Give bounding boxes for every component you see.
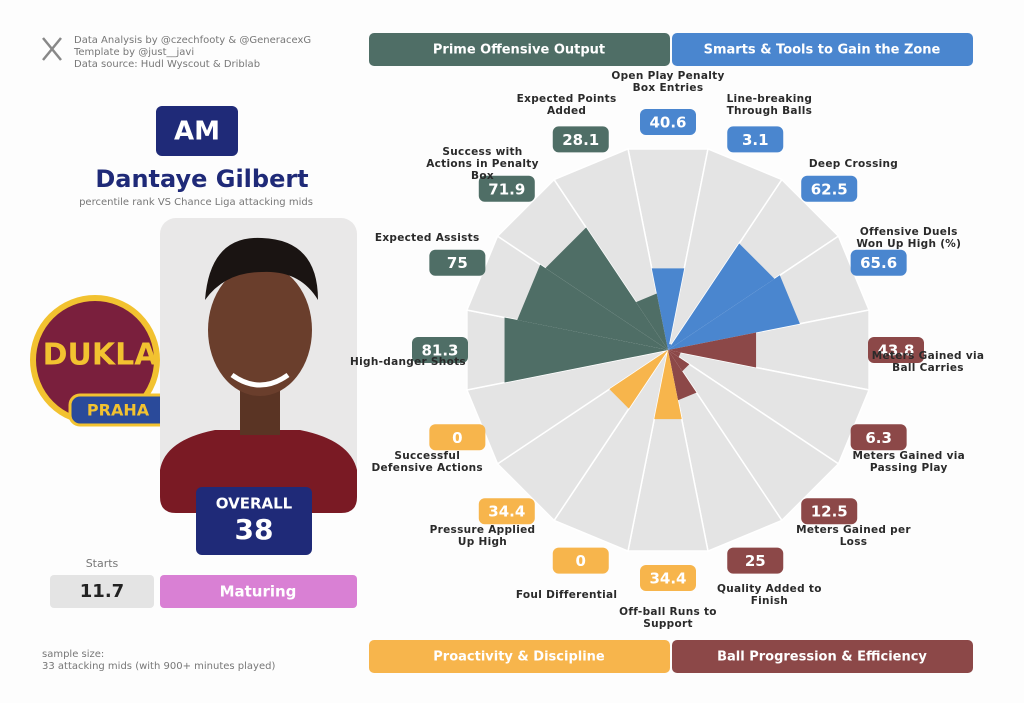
value-box	[552, 126, 609, 153]
group-header	[672, 33, 973, 66]
value-box	[727, 547, 784, 574]
category-label: Meters Gained via Ball Carries	[871, 350, 985, 374]
value-box	[850, 249, 907, 276]
starts-box	[50, 575, 154, 608]
bar	[654, 350, 682, 420]
category-label: Meters Gained per Loss	[796, 523, 911, 548]
category-label: Successful Defensive Actions	[371, 449, 483, 474]
status: Maturing	[220, 583, 297, 601]
overall-value: 38	[235, 513, 274, 546]
overall-box	[196, 487, 312, 555]
bar	[635, 293, 668, 350]
club-logo: DUKLA PRAHA	[30, 295, 172, 427]
category-label: Line-breaking Through Balls	[726, 93, 813, 118]
credit: Template by @just__javi	[73, 47, 194, 58]
group-header-label: Ball Progression & Efficiency	[717, 650, 927, 665]
player-photo	[160, 218, 357, 513]
value-label: 3.1	[742, 131, 769, 149]
value-label: 43.8	[877, 342, 914, 360]
overall-label: OVERALL	[216, 495, 293, 513]
credit: Data source: Hudl Wyscout & Driblab	[74, 59, 260, 70]
starts-label: Starts	[86, 557, 119, 570]
value-box	[850, 424, 907, 451]
value-label: 28.1	[562, 131, 599, 149]
value-label: 65.6	[860, 254, 897, 272]
credit: Data Analysis by @czechfooty & @Generace…	[74, 35, 311, 46]
value-label: 12.5	[811, 503, 848, 521]
category-label: Quality Added to Finish	[717, 582, 822, 607]
category-label: Expected Points Added	[516, 93, 617, 118]
category-label: Offensive Duels Won Up High (%)	[856, 226, 962, 251]
bar	[668, 275, 800, 350]
bar	[668, 243, 775, 350]
value-box	[640, 565, 696, 591]
starts-value: 11.7	[80, 581, 124, 602]
category-label: Deep Crossing	[808, 158, 899, 171]
bar	[517, 264, 668, 350]
bar	[668, 350, 690, 372]
category-label: Off-ball Runs to Support	[619, 606, 717, 630]
group-header-label: Proactivity & Discipline	[433, 650, 605, 665]
bar	[609, 350, 668, 409]
bar	[651, 268, 685, 350]
group-header	[369, 33, 670, 66]
sample-text: 33 attacking mids (with 900+ minutes pla…	[42, 661, 275, 672]
group-header	[672, 640, 973, 673]
category-label: High-danger Shots	[350, 356, 466, 368]
bar	[668, 350, 681, 358]
position: AM	[174, 117, 220, 147]
value-label: 6.3	[865, 429, 892, 447]
logo-city: PRAHA	[87, 401, 150, 420]
logo-name: DUKLA	[43, 338, 159, 373]
value-label: 62.5	[811, 180, 848, 198]
value-box	[429, 249, 486, 276]
position-badge	[156, 106, 238, 156]
category-label: Meters Gained via Passing Play	[852, 449, 966, 474]
value-label: 25	[745, 552, 766, 570]
value-label: 71.9	[488, 180, 525, 198]
sample-label: sample size:	[42, 649, 104, 660]
value-box	[727, 126, 784, 153]
group-header-label: Smarts & Tools to Gain the Zone	[704, 43, 941, 58]
value-label: 75	[447, 254, 468, 272]
category-label: Foul Differential	[515, 588, 618, 601]
x-icon	[42, 37, 62, 61]
value-label: 0	[452, 429, 462, 447]
value-label: 81.3	[421, 342, 458, 360]
status-box	[160, 575, 357, 608]
value-box	[868, 337, 924, 363]
subtitle: percentile rank VS Chance Liga attacking…	[79, 197, 313, 208]
value-box	[801, 175, 858, 202]
category-label: Pressure Applied Up High	[429, 523, 536, 548]
value-box	[412, 337, 468, 363]
value-label: 0	[576, 552, 586, 570]
value-box	[429, 424, 486, 451]
group-header	[369, 640, 670, 673]
value-label: 34.4	[649, 570, 686, 588]
player-name: Dantaye Gilbert	[95, 165, 308, 193]
value-box	[552, 547, 609, 574]
value-box	[801, 498, 858, 525]
bar	[668, 332, 757, 368]
value-label: 40.6	[649, 114, 686, 132]
group-header-label: Prime Offensive Output	[433, 43, 605, 58]
category-label: Expected Assists	[374, 232, 480, 245]
bar	[668, 343, 672, 350]
bar	[504, 317, 668, 383]
category-label: Success with Actions in Penalty Box	[426, 146, 539, 183]
value-box	[478, 498, 535, 525]
value-label: 34.4	[488, 503, 525, 521]
category-label: Open Play Penalty Box Entries	[611, 70, 725, 94]
value-box	[478, 175, 535, 202]
bar	[545, 227, 668, 350]
value-box	[640, 109, 696, 135]
bar	[668, 350, 697, 401]
